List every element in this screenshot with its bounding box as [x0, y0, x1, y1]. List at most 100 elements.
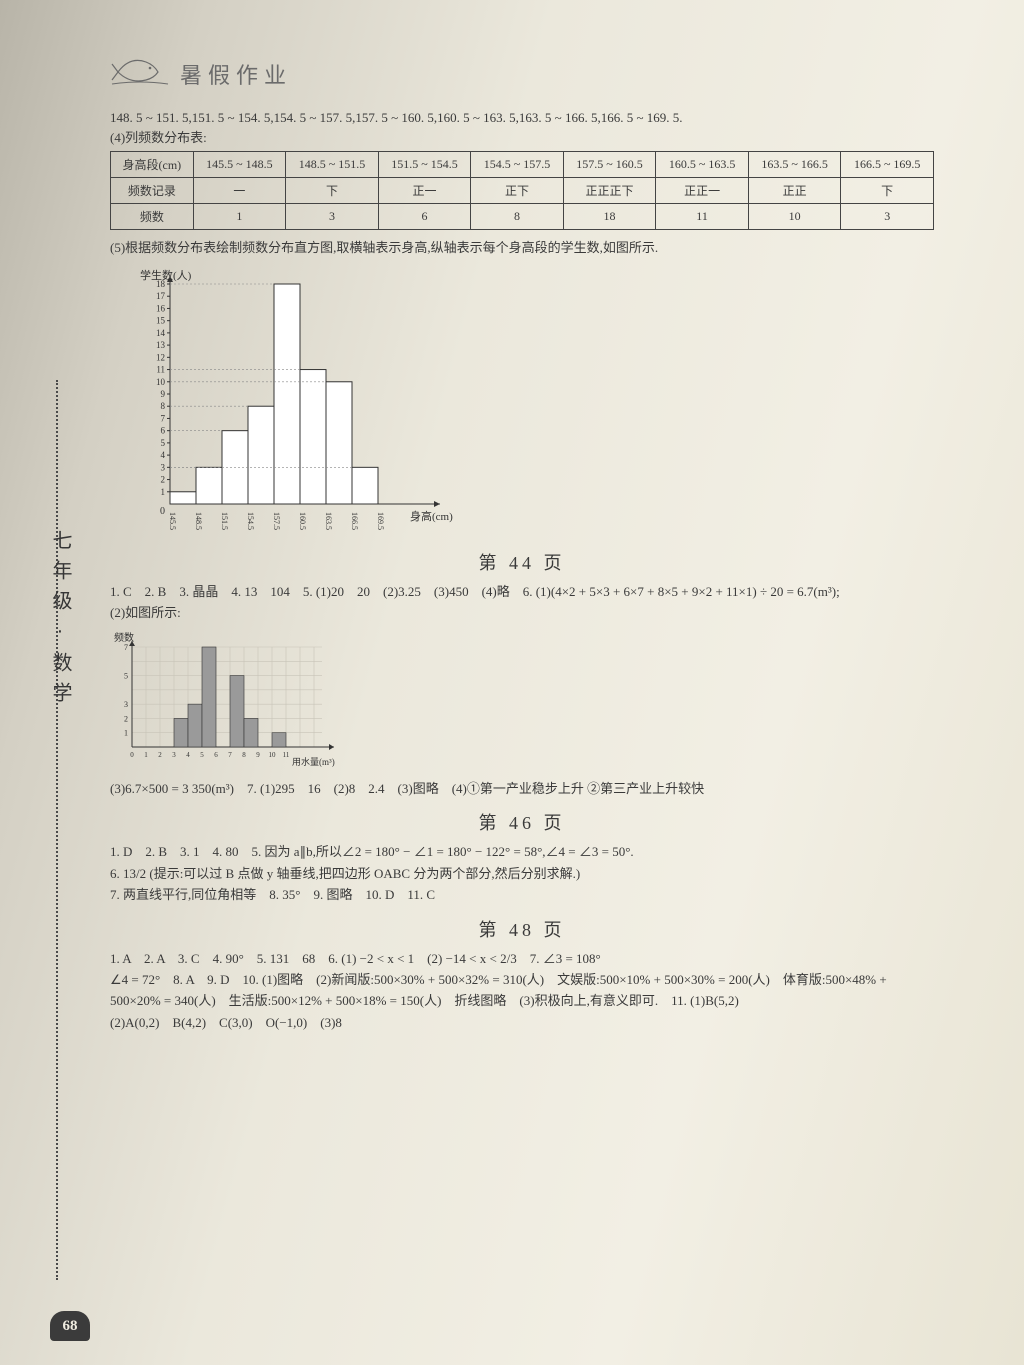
heading-p44: 第 44 页: [110, 549, 934, 575]
svg-text:2: 2: [158, 751, 162, 759]
fish-icon: [110, 44, 170, 93]
svg-text:154.5: 154.5: [246, 512, 255, 530]
row-label: 身高段(cm): [111, 152, 194, 178]
svg-text:学生数(人): 学生数(人): [140, 268, 192, 282]
cell: 下: [286, 178, 379, 204]
frequency-table: 身高段(cm) 145.5 ~ 148.5 148.5 ~ 151.5 151.…: [110, 151, 934, 230]
cell: 148.5 ~ 151.5: [286, 152, 379, 178]
p44-answers: 1. C 2. B 3. 晶晶 4. 13 104 5. (1)20 20 (2…: [110, 581, 934, 800]
ans-line: 1. A 2. A 3. C 4. 90° 5. 131 68 6. (1) −…: [110, 948, 934, 969]
table-row: 身高段(cm) 145.5 ~ 148.5 148.5 ~ 151.5 151.…: [111, 152, 934, 178]
svg-text:4: 4: [161, 450, 166, 460]
histogram-1: 123456789101112131415161718145.5148.5151…: [130, 264, 934, 539]
svg-text:16: 16: [156, 303, 166, 313]
cell: 10: [748, 204, 841, 230]
svg-text:9: 9: [161, 389, 166, 399]
svg-text:11: 11: [283, 751, 290, 759]
cell: 正一: [378, 178, 471, 204]
cell: 正正正下: [563, 178, 656, 204]
page-number-badge: 68: [50, 1311, 90, 1341]
ans-line: 6. 13/2 (提示:可以过 B 点做 y 轴垂线,把四边形 OABC 分为两…: [110, 863, 934, 884]
ans-line: (2)A(0,2) B(4,2) C(3,0) O(−1,0) (3)8: [110, 1012, 934, 1033]
cell: 157.5 ~ 160.5: [563, 152, 656, 178]
table-row: 频数记录 一 下 正一 正下 正正正下 正正一 正正 下: [111, 178, 934, 204]
svg-text:12: 12: [156, 352, 165, 362]
ans-line: 1. D 2. B 3. 1 4. 80 5. 因为 a∥b,所以∠2 = 18…: [110, 841, 934, 862]
svg-text:5: 5: [200, 751, 204, 759]
svg-text:0: 0: [160, 506, 165, 517]
cell: 一: [193, 178, 286, 204]
svg-text:8: 8: [161, 401, 166, 411]
ans-line: 7. 两直线平行,同位角相等 8. 35° 9. 图略 10. D 11. C: [110, 884, 934, 905]
svg-text:10: 10: [269, 751, 277, 759]
svg-text:1: 1: [161, 486, 166, 496]
p48-answers: 1. A 2. A 3. C 4. 90° 5. 131 68 6. (1) −…: [110, 948, 934, 1034]
svg-text:10: 10: [156, 376, 166, 386]
svg-text:169.5: 169.5: [376, 512, 385, 530]
cell: 154.5 ~ 157.5: [471, 152, 564, 178]
svg-text:7: 7: [161, 413, 166, 423]
cell: 1: [193, 204, 286, 230]
cell: 18: [563, 204, 656, 230]
side-dotted-rule: [56, 380, 58, 1280]
svg-text:7: 7: [124, 643, 128, 652]
svg-text:0: 0: [130, 751, 134, 759]
histogram-2: 1235701234567891011频数用水量(m³): [110, 627, 934, 773]
cell: 8: [471, 204, 564, 230]
ans-line: ∠4 = 72° 8. A 9. D 10. (1)图略 (2)新闻版:500×…: [110, 969, 934, 1012]
cell: 正正一: [656, 178, 749, 204]
table-row: 频数 1 3 6 8 18 11 10 3: [111, 204, 934, 230]
svg-text:2: 2: [124, 715, 128, 724]
svg-text:145.5: 145.5: [168, 512, 177, 530]
svg-text:148.5: 148.5: [194, 512, 203, 530]
cell: 163.5 ~ 166.5: [748, 152, 841, 178]
cell: 145.5 ~ 148.5: [193, 152, 286, 178]
ans-line: 1. C 2. B 3. 晶晶 4. 13 104 5. (1)20 20 (2…: [110, 581, 934, 602]
svg-text:157.5: 157.5: [272, 512, 281, 530]
svg-text:6: 6: [214, 751, 218, 759]
svg-text:163.5: 163.5: [324, 512, 333, 530]
cell: 正下: [471, 178, 564, 204]
svg-text:160.5: 160.5: [298, 512, 307, 530]
svg-text:13: 13: [156, 340, 166, 350]
svg-text:7: 7: [228, 751, 232, 759]
svg-text:5: 5: [124, 672, 128, 681]
ans-line: (3)6.7×500 = 3 350(m³) 7. (1)295 16 (2)8…: [110, 778, 934, 799]
intro-line2: (4)列频数分布表:: [110, 128, 934, 148]
svg-text:用水量(m³): 用水量(m³): [292, 756, 335, 767]
ans-line: (2)如图所示:: [110, 602, 934, 623]
svg-text:3: 3: [161, 462, 166, 472]
cell: 11: [656, 204, 749, 230]
svg-text:166.5: 166.5: [350, 512, 359, 530]
row-label: 频数记录: [111, 178, 194, 204]
svg-text:6: 6: [161, 425, 166, 435]
svg-text:1: 1: [124, 729, 128, 738]
svg-text:151.5: 151.5: [220, 512, 229, 530]
svg-text:身高(cm): 身高(cm): [410, 509, 453, 523]
svg-text:9: 9: [256, 751, 260, 759]
cell: 160.5 ~ 163.5: [656, 152, 749, 178]
svg-text:5: 5: [161, 437, 166, 447]
cell: 正正: [748, 178, 841, 204]
histogram-caption: (5)根据频数分布表绘制频数分布直方图,取横轴表示身高,纵轴表示每个身高段的学生…: [110, 238, 934, 258]
svg-text:15: 15: [156, 315, 166, 325]
svg-text:2: 2: [161, 474, 166, 484]
intro-line1: 148. 5 ~ 151. 5,151. 5 ~ 154. 5,154. 5 ~…: [110, 108, 934, 128]
cell: 6: [378, 204, 471, 230]
svg-text:14: 14: [156, 327, 166, 337]
cell: 下: [841, 178, 934, 204]
page-content: 暑假作业 148. 5 ~ 151. 5,151. 5 ~ 154. 5,154…: [0, 0, 1024, 1063]
svg-text:4: 4: [186, 751, 190, 759]
side-subject-label: 七年级·数学: [46, 530, 75, 712]
book-title: 暑假作业: [180, 58, 292, 90]
svg-text:17: 17: [156, 291, 166, 301]
row-label: 频数: [111, 204, 194, 230]
header-banner: 暑假作业: [110, 50, 934, 100]
heading-p48: 第 48 页: [110, 916, 934, 942]
svg-text:8: 8: [242, 751, 246, 759]
svg-text:1: 1: [144, 751, 148, 759]
svg-text:11: 11: [156, 364, 165, 374]
cell: 3: [841, 204, 934, 230]
cell: 3: [286, 204, 379, 230]
cell: 166.5 ~ 169.5: [841, 152, 934, 178]
